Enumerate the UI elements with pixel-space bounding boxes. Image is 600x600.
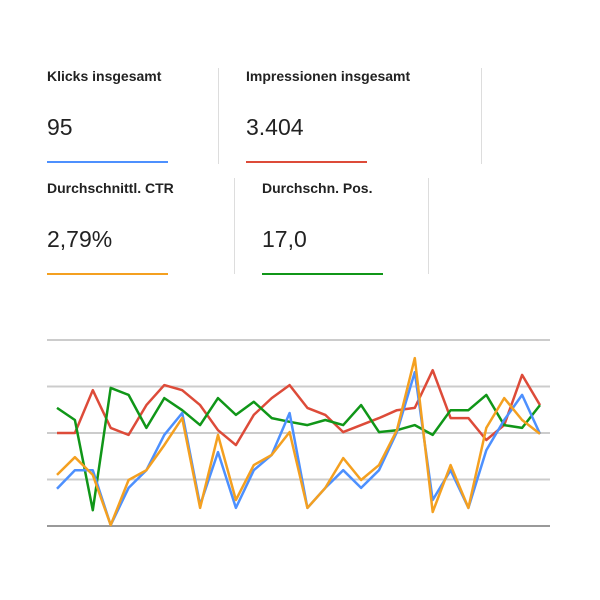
metric-label: Impressionen insgesamt [246, 68, 411, 84]
metric-card[interactable]: Durchschnittl. CTR 2,79% [47, 180, 174, 253]
series-line [56, 386, 541, 512]
separator [428, 178, 429, 274]
metric-card[interactable]: Klicks insgesamt 95 [47, 68, 161, 141]
metric-value: 17,0 [262, 226, 307, 252]
series-line [57, 368, 542, 447]
metric-card[interactable]: Durchschn. Pos. 17,0 [262, 180, 372, 253]
metric-label: Durchschn. Pos. [262, 180, 373, 196]
metric-value: 3.404 [246, 114, 304, 140]
metric-underline [47, 161, 168, 163]
metric-label: Klicks insgesamt [47, 68, 162, 84]
separator [218, 68, 219, 164]
metric-underline [262, 273, 383, 275]
metric-value: 95 [47, 114, 73, 140]
metric-card[interactable]: Impressionen insgesamt 3.404 [246, 68, 410, 141]
separator [481, 68, 482, 164]
separator [234, 178, 235, 274]
series-line [56, 356, 541, 527]
metric-underline [47, 273, 168, 275]
metric-value: 2,79% [47, 226, 113, 252]
metric-label: Durchschnittl. CTR [47, 180, 174, 196]
metric-underline [246, 161, 367, 163]
